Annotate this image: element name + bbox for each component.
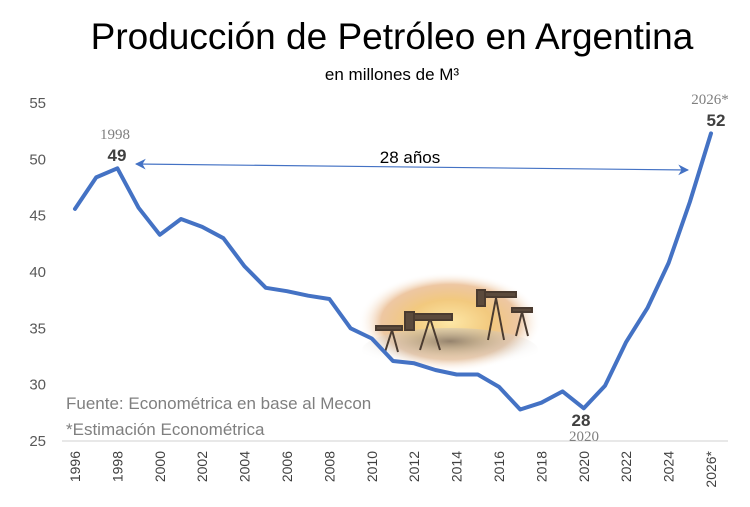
y-axis-ticks: 25 30 35 40 45 50 55 (29, 95, 46, 450)
y-tick-label: 35 (29, 320, 46, 337)
data-point (433, 368, 437, 372)
data-point (179, 217, 183, 221)
x-tick-label: 2022 (618, 451, 634, 482)
data-point (709, 131, 713, 135)
data-point (539, 401, 543, 405)
x-tick-label: 2002 (194, 451, 210, 482)
data-point (476, 373, 480, 377)
data-point (688, 200, 692, 204)
x-tick-label: 2012 (406, 451, 422, 482)
peak-value-label: 49 (108, 146, 127, 165)
x-tick-label: 2006 (279, 451, 295, 482)
data-point (455, 373, 459, 377)
end-year-label: 2026* (691, 92, 729, 108)
y-tick-label: 40 (29, 264, 46, 281)
x-axis: 1996 1998 2000 2002 2004 2006 2008 2010 2012 2014… (62, 440, 728, 488)
data-point (285, 289, 289, 293)
data-point (200, 225, 204, 229)
low-value-label: 28 (572, 411, 591, 430)
x-tick-label: 2024 (661, 451, 677, 482)
data-point (221, 236, 225, 240)
span-label: 28 años (380, 148, 441, 167)
data-point (391, 359, 395, 363)
x-tick-label: 2026* (703, 450, 719, 487)
chart-subtitle: en millones de M³ (325, 65, 460, 84)
data-point (561, 389, 565, 393)
x-tick-label: 2018 (533, 451, 549, 482)
y-tick-label: 25 (29, 433, 46, 450)
x-tick-label: 2000 (152, 451, 168, 482)
y-tick-label: 55 (29, 95, 46, 112)
data-point (645, 306, 649, 310)
data-point (264, 286, 268, 290)
x-tick-label: 1998 (109, 451, 125, 482)
x-tick-label: 2004 (237, 451, 253, 482)
data-point (370, 337, 374, 341)
y-tick-label: 45 (29, 208, 46, 225)
data-point (603, 384, 607, 388)
span-arrow (134, 158, 690, 176)
x-tick-label: 2008 (321, 451, 337, 482)
source-line-2: *Estimación Econométrica (66, 420, 265, 439)
x-tick-label: 2010 (364, 451, 380, 482)
data-point (349, 326, 353, 330)
data-point (158, 233, 162, 237)
data-point (582, 406, 586, 410)
data-point (115, 166, 119, 170)
source-line-1: Fuente: Econométrica en base al Mecon (66, 394, 371, 413)
data-point (243, 264, 247, 268)
y-tick-label: 30 (29, 377, 46, 394)
series-line-group (73, 131, 713, 412)
peak-year-label: 1998 (100, 127, 130, 143)
x-tick-label: 2014 (449, 451, 465, 482)
data-point (73, 207, 77, 211)
chart-title: Producción de Petróleo en Argentina (91, 16, 694, 57)
x-tick-label: 1996 (67, 451, 83, 482)
data-point (497, 385, 501, 389)
x-tick-label: 2020 (576, 451, 592, 482)
data-point (327, 297, 331, 301)
low-year-label: 2020 (569, 429, 599, 445)
end-value-label: 52 (707, 111, 726, 130)
data-point (667, 261, 671, 265)
data-point (306, 294, 310, 298)
data-point (412, 361, 416, 365)
data-point (137, 206, 141, 210)
data-point (94, 175, 98, 179)
x-tick-label: 2016 (491, 451, 507, 482)
oil-pumpjacks-image (358, 272, 542, 372)
y-tick-label: 50 (29, 151, 46, 168)
data-point (518, 408, 522, 412)
data-point (624, 340, 628, 344)
series-line (73, 131, 713, 412)
